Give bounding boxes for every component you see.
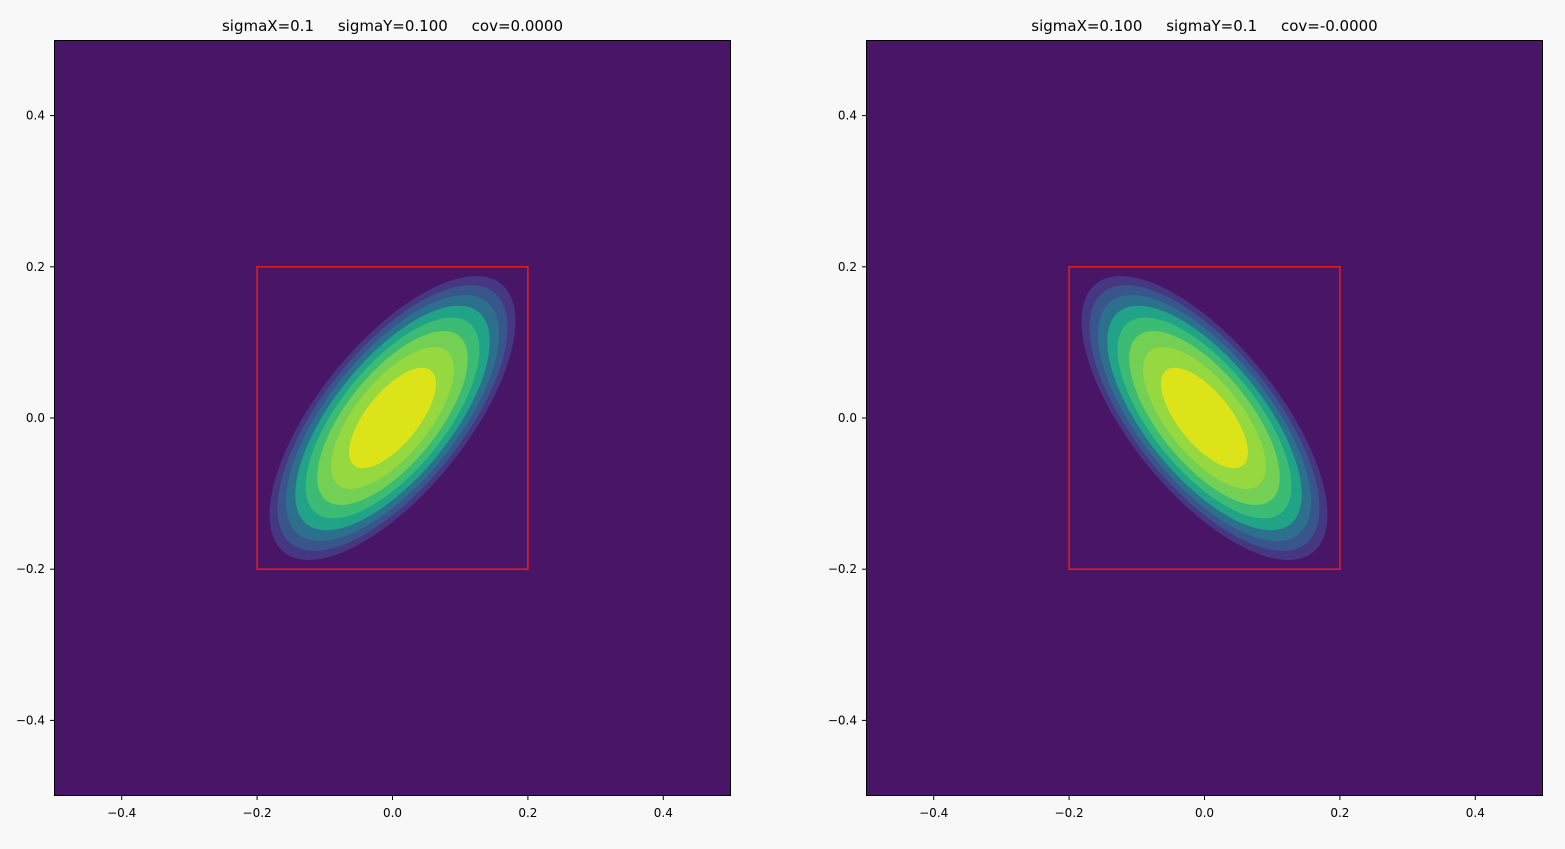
x-tick-label: −0.2 [243,806,272,820]
chart-title: sigmaX=0.1 sigmaY=0.100 cov=0.0000 [222,17,563,35]
x-tick-label: 0.0 [383,806,402,820]
y-tick-label: 0.2 [26,260,45,274]
x-tick-label: 0.4 [1466,806,1485,820]
x-tick-label: 0.2 [1330,806,1349,820]
y-tick-label: 0.4 [838,109,857,123]
y-tick-label: 0.0 [26,411,45,425]
x-tick-label: −0.2 [1055,806,1084,820]
chart-title: sigmaX=0.100 sigmaY=0.1 cov=-0.0000 [1031,17,1377,35]
region-box [1068,265,1341,570]
contour-level-8 [349,367,436,469]
x-tick-label: −0.4 [919,806,948,820]
y-tick-label: 0.2 [838,260,857,274]
x-tick-label: 0.2 [518,806,537,820]
y-tick-label: −0.2 [828,562,857,576]
y-tick-label: −0.2 [16,562,45,576]
y-tick-label: 0.0 [838,411,857,425]
x-tick-label: 0.0 [1195,806,1214,820]
region-box [256,265,529,570]
y-tick-label: −0.4 [828,713,857,727]
contour-fill [269,275,516,561]
subplot-1: −0.4 −0.2 0.0 0.2 0.4 −0.4 −0.2 0.0 0.2 0.4 sigmaX… [16,17,731,820]
y-tick-label: −0.4 [16,713,45,727]
contour-fill [1081,275,1328,561]
x-tick-label: −0.4 [107,806,136,820]
axes-frame [54,40,731,796]
subplot-2: −0.4 −0.2 0.0 0.2 0.4 −0.4 −0.2 0.0 0.2 0.4 sigmaX… [828,17,1543,820]
axes-frame [866,40,1543,796]
x-tick-label: 0.4 [654,806,673,820]
y-tick-label: 0.4 [26,109,45,123]
contour-level-8 [1161,367,1248,469]
